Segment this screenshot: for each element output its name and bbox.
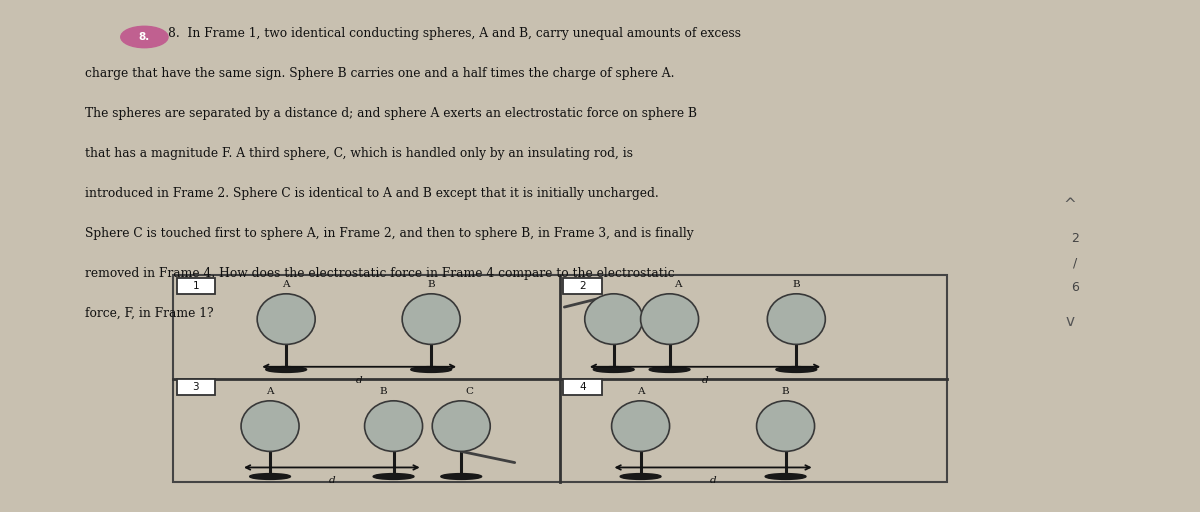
Ellipse shape <box>641 294 698 345</box>
FancyBboxPatch shape <box>563 379 602 395</box>
Ellipse shape <box>776 367 817 372</box>
FancyBboxPatch shape <box>563 278 602 294</box>
Ellipse shape <box>373 474 414 479</box>
Text: The spheres are separated by a distance d; and sphere A exerts an electrostatic : The spheres are separated by a distance … <box>85 107 697 120</box>
Ellipse shape <box>649 367 690 372</box>
Ellipse shape <box>440 474 481 479</box>
Text: B: B <box>379 387 386 396</box>
Text: C: C <box>466 387 474 396</box>
Text: 6: 6 <box>1072 281 1080 294</box>
Text: introduced in Frame 2. Sphere C is identical to A and B except that it is initia: introduced in Frame 2. Sphere C is ident… <box>85 187 659 200</box>
Ellipse shape <box>756 401 815 452</box>
Ellipse shape <box>766 474 806 479</box>
Ellipse shape <box>593 367 634 372</box>
Text: ^: ^ <box>1064 197 1076 212</box>
Text: A: A <box>637 387 644 396</box>
Text: A: A <box>266 387 274 396</box>
Bar <box>174 275 947 482</box>
Ellipse shape <box>584 294 643 345</box>
Ellipse shape <box>241 401 299 452</box>
Text: v: v <box>1066 314 1075 329</box>
Text: /: / <box>1074 257 1078 270</box>
FancyBboxPatch shape <box>176 278 215 294</box>
Text: d: d <box>709 476 716 485</box>
Ellipse shape <box>612 401 670 452</box>
Text: Sphere C is touched first to sphere A, in Frame 2, and then to sphere B, in Fram: Sphere C is touched first to sphere A, i… <box>85 227 694 240</box>
Ellipse shape <box>365 401 422 452</box>
Ellipse shape <box>402 294 460 345</box>
Ellipse shape <box>432 401 491 452</box>
Text: d: d <box>356 375 362 385</box>
Text: removed in Frame 4. How does the electrostatic force in Frame 4 compare to the e: removed in Frame 4. How does the electro… <box>85 267 674 280</box>
Text: 2: 2 <box>1072 232 1080 245</box>
Ellipse shape <box>250 474 290 479</box>
Text: d: d <box>702 375 708 385</box>
Text: 3: 3 <box>193 382 199 392</box>
Text: 4: 4 <box>580 382 586 392</box>
Circle shape <box>121 26 168 48</box>
Text: B: B <box>792 280 800 289</box>
Text: B: B <box>427 280 434 289</box>
Ellipse shape <box>767 294 826 345</box>
Text: A: A <box>674 280 682 289</box>
Text: C: C <box>594 280 601 289</box>
Text: 8.  In Frame 1, two identical conducting spheres, A and B, carry unequal amounts: 8. In Frame 1, two identical conducting … <box>168 27 742 40</box>
Text: 1: 1 <box>193 281 199 291</box>
Text: 2: 2 <box>580 281 586 291</box>
Ellipse shape <box>257 294 316 345</box>
Text: A: A <box>282 280 290 289</box>
Ellipse shape <box>265 367 306 372</box>
Text: B: B <box>781 387 790 396</box>
Text: charge that have the same sign. Sphere B carries one and a half times the charge: charge that have the same sign. Sphere B… <box>85 67 674 80</box>
Ellipse shape <box>620 474 661 479</box>
Text: that has a magnitude F. A third sphere, C, which is handled only by an insulatin: that has a magnitude F. A third sphere, … <box>85 147 634 160</box>
Text: force, F, in Frame 1?: force, F, in Frame 1? <box>85 307 214 319</box>
Text: 8.: 8. <box>139 32 150 42</box>
FancyBboxPatch shape <box>176 379 215 395</box>
Text: d: d <box>329 476 335 485</box>
Ellipse shape <box>410 367 451 372</box>
